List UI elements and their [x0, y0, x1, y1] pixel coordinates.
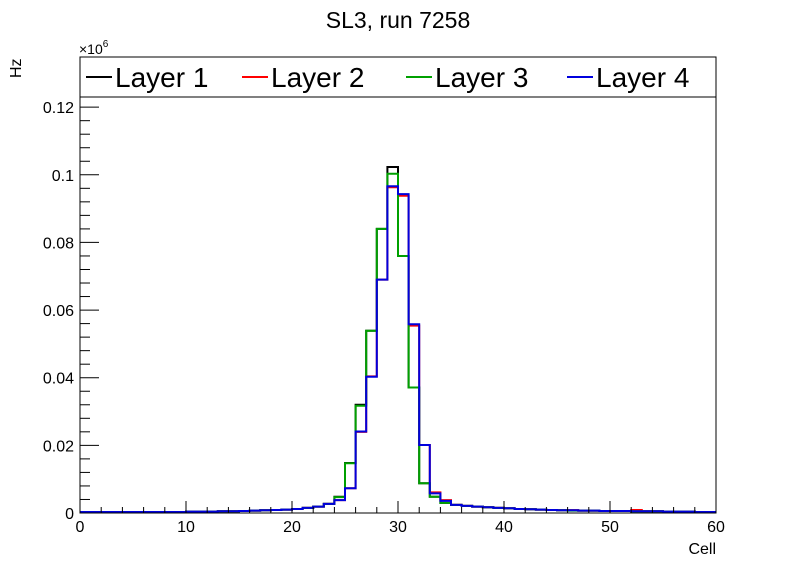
y-axis-label: Hz [8, 58, 25, 78]
plot-area [80, 166, 716, 513]
x-tick-label: 20 [283, 519, 301, 536]
legend-label-layer-3: Layer 3 [435, 62, 528, 93]
y-tick-label: 0.1 [52, 168, 74, 185]
legend-label-layer-2: Layer 2 [271, 62, 364, 93]
series-line-layer-4 [80, 185, 716, 513]
legend-label-layer-1: Layer 1 [115, 62, 208, 93]
legend: Layer 1 Layer 2 Layer 3 Layer 4 [79, 56, 717, 98]
x-tick-label: 10 [177, 519, 195, 536]
plot-frame [79, 96, 717, 514]
x-tick-label: 0 [76, 519, 85, 536]
y-tick-label: 0.12 [43, 100, 74, 117]
legend-box [79, 56, 717, 98]
x-tick-label: 60 [707, 519, 725, 536]
legend-label-layer-4: Layer 4 [596, 62, 689, 93]
y-tick-label: 0 [65, 506, 74, 523]
y-axis: 0 0.02 0.04 0.06 0.08 0.1 0.12 [43, 100, 99, 523]
y-tick-label: 0.04 [43, 371, 74, 388]
chart-title: SL3, run 7258 [326, 7, 471, 33]
x-tick-label: 30 [389, 519, 407, 536]
x-tick-label: 40 [495, 519, 513, 536]
y-tick-label: 0.02 [43, 438, 74, 455]
x-tick-label: 50 [601, 519, 619, 536]
y-tick-label: 0.06 [43, 303, 74, 320]
x-axis-label: Cell [688, 541, 716, 558]
y-multiplier-exponent: 6 [103, 39, 109, 50]
y-tick-label: 0.08 [43, 235, 74, 252]
series-line-layer-3 [80, 172, 716, 513]
y-multiplier: ×106 [79, 39, 109, 57]
x-axis: 0 10 20 30 40 50 60 [76, 501, 725, 536]
